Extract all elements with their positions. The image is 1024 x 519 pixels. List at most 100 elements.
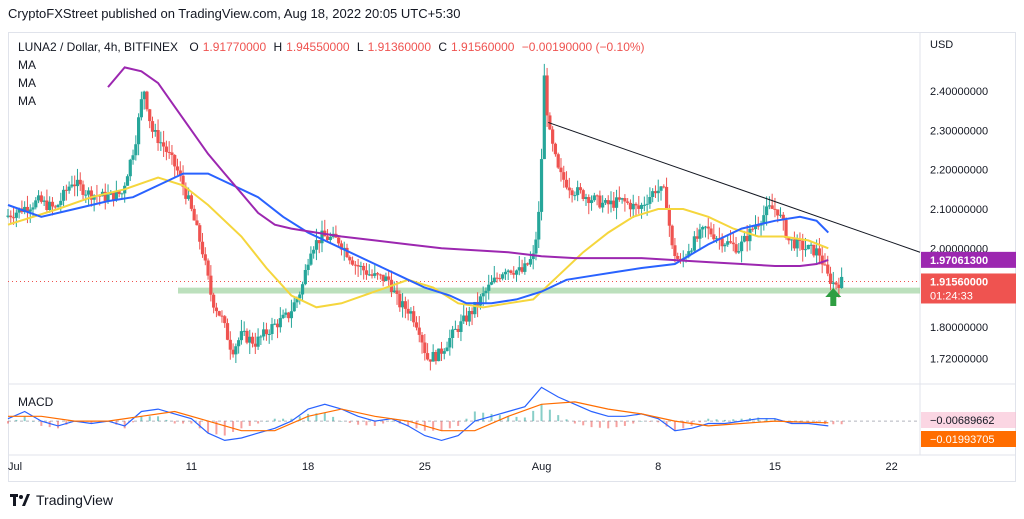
macd-histogram-bar bbox=[182, 421, 185, 424]
candle-body bbox=[398, 293, 402, 308]
candle-body bbox=[242, 330, 246, 332]
candle-body bbox=[287, 312, 291, 319]
time-tick-label: 22 bbox=[886, 461, 898, 473]
candle-body bbox=[820, 255, 824, 265]
candle-body bbox=[28, 209, 32, 212]
macd-histogram-bar bbox=[215, 421, 218, 435]
candle-body bbox=[400, 301, 405, 308]
candle-body bbox=[728, 241, 733, 243]
candle-body bbox=[89, 190, 93, 200]
macd-histogram-bar bbox=[23, 416, 26, 422]
candle-body bbox=[556, 154, 560, 168]
candle-body bbox=[409, 311, 413, 314]
candle-body bbox=[298, 294, 302, 299]
candle-body bbox=[312, 249, 316, 254]
candle-body bbox=[539, 159, 544, 212]
macd-histogram-bar bbox=[582, 421, 585, 426]
candle-body bbox=[631, 203, 635, 210]
candle-body bbox=[467, 310, 471, 322]
candle-body bbox=[503, 271, 508, 275]
candle-body bbox=[195, 220, 199, 226]
candle-body bbox=[81, 184, 85, 195]
time-axis: Jul 11 18 25 Aug 8 15 22 bbox=[8, 461, 898, 473]
brand-name: TradingView bbox=[36, 492, 114, 508]
candle-body bbox=[356, 265, 360, 267]
candle-body bbox=[726, 241, 730, 245]
candle-body bbox=[284, 312, 288, 315]
candle-body bbox=[253, 343, 257, 347]
macd-histogram-bar bbox=[382, 421, 385, 424]
candle-body bbox=[75, 179, 80, 187]
candle-body bbox=[373, 273, 377, 276]
candle-body bbox=[651, 191, 655, 197]
candle-body bbox=[664, 186, 669, 209]
candle-body bbox=[387, 276, 391, 280]
candle-body bbox=[740, 241, 744, 252]
candle-body bbox=[587, 197, 591, 204]
ma-legend-2[interactable]: MA bbox=[18, 76, 36, 90]
macd-legend[interactable]: MACD bbox=[18, 395, 54, 409]
candle-body bbox=[359, 265, 363, 267]
ma-legend-1[interactable]: MA bbox=[18, 58, 36, 72]
candle-body bbox=[692, 236, 696, 251]
candle-body bbox=[56, 204, 60, 208]
candle-body bbox=[84, 194, 88, 196]
candle-body bbox=[706, 226, 710, 229]
ma-purple-line bbox=[107, 66, 829, 267]
candle-body bbox=[220, 315, 224, 317]
price-axis: USD 2.40000000 2.30000000 2.20000000 2.10000… bbox=[921, 39, 1016, 447]
macd-histogram-bar bbox=[407, 421, 410, 426]
candle-body bbox=[420, 334, 424, 343]
candle-body bbox=[639, 204, 644, 209]
candle-body bbox=[106, 194, 110, 202]
macd-histogram-bar bbox=[598, 421, 601, 428]
macd-histogram-bar bbox=[665, 421, 668, 427]
macd-histogram-bar bbox=[323, 412, 326, 422]
candle-body bbox=[620, 198, 624, 200]
candle-body bbox=[412, 311, 416, 323]
candle-body bbox=[217, 311, 221, 316]
candle-body bbox=[153, 130, 157, 132]
macd-histogram-bar bbox=[765, 418, 768, 422]
candle-body bbox=[73, 184, 77, 187]
macd-histogram-bar bbox=[832, 421, 835, 425]
candle-body bbox=[25, 206, 30, 212]
ma-legend-3[interactable]: MA bbox=[18, 94, 36, 108]
candle-body bbox=[840, 276, 844, 288]
candle-body bbox=[267, 334, 271, 336]
candle-body bbox=[801, 240, 805, 250]
candle-body bbox=[214, 307, 219, 312]
price-tick-label: 1.72000000 bbox=[930, 353, 988, 365]
ma-price-text: 1.97061300 bbox=[930, 255, 988, 267]
macd-histogram-bar bbox=[373, 421, 376, 426]
open-label: O bbox=[189, 40, 199, 54]
macd-histogram-bar bbox=[415, 421, 418, 429]
candle-body bbox=[137, 117, 141, 145]
change-value: −0.00190000 (−0.10%) bbox=[521, 40, 645, 54]
candle-body bbox=[595, 195, 599, 197]
candle-body bbox=[478, 296, 482, 306]
symbol-label[interactable]: LUNA2 / Dollar, 4h, BITFINEX bbox=[18, 40, 179, 54]
macd-histogram-bar bbox=[340, 421, 343, 422]
macd-histogram-bar bbox=[457, 421, 460, 426]
candle-body bbox=[53, 206, 57, 208]
macd-histogram-bar bbox=[298, 416, 301, 422]
candle-body bbox=[270, 324, 274, 335]
candle-body bbox=[231, 349, 235, 355]
candle-body bbox=[676, 256, 680, 259]
macd-histogram-bar bbox=[123, 421, 126, 429]
tradingview-logo[interactable]: TradingView bbox=[10, 492, 113, 508]
candle-body bbox=[831, 282, 835, 284]
candle-body bbox=[592, 195, 596, 201]
candle-body bbox=[9, 215, 13, 218]
candle-body bbox=[598, 195, 602, 208]
ma-blue-line bbox=[7, 172, 830, 305]
macd-histogram-bar bbox=[632, 421, 635, 424]
candle-body bbox=[828, 273, 833, 284]
candle-body bbox=[687, 251, 691, 257]
macd-histogram-bar bbox=[32, 421, 35, 422]
candle-body bbox=[720, 238, 724, 247]
macd-value-text: −0.00689662 bbox=[930, 415, 995, 427]
candle-body bbox=[164, 146, 168, 152]
